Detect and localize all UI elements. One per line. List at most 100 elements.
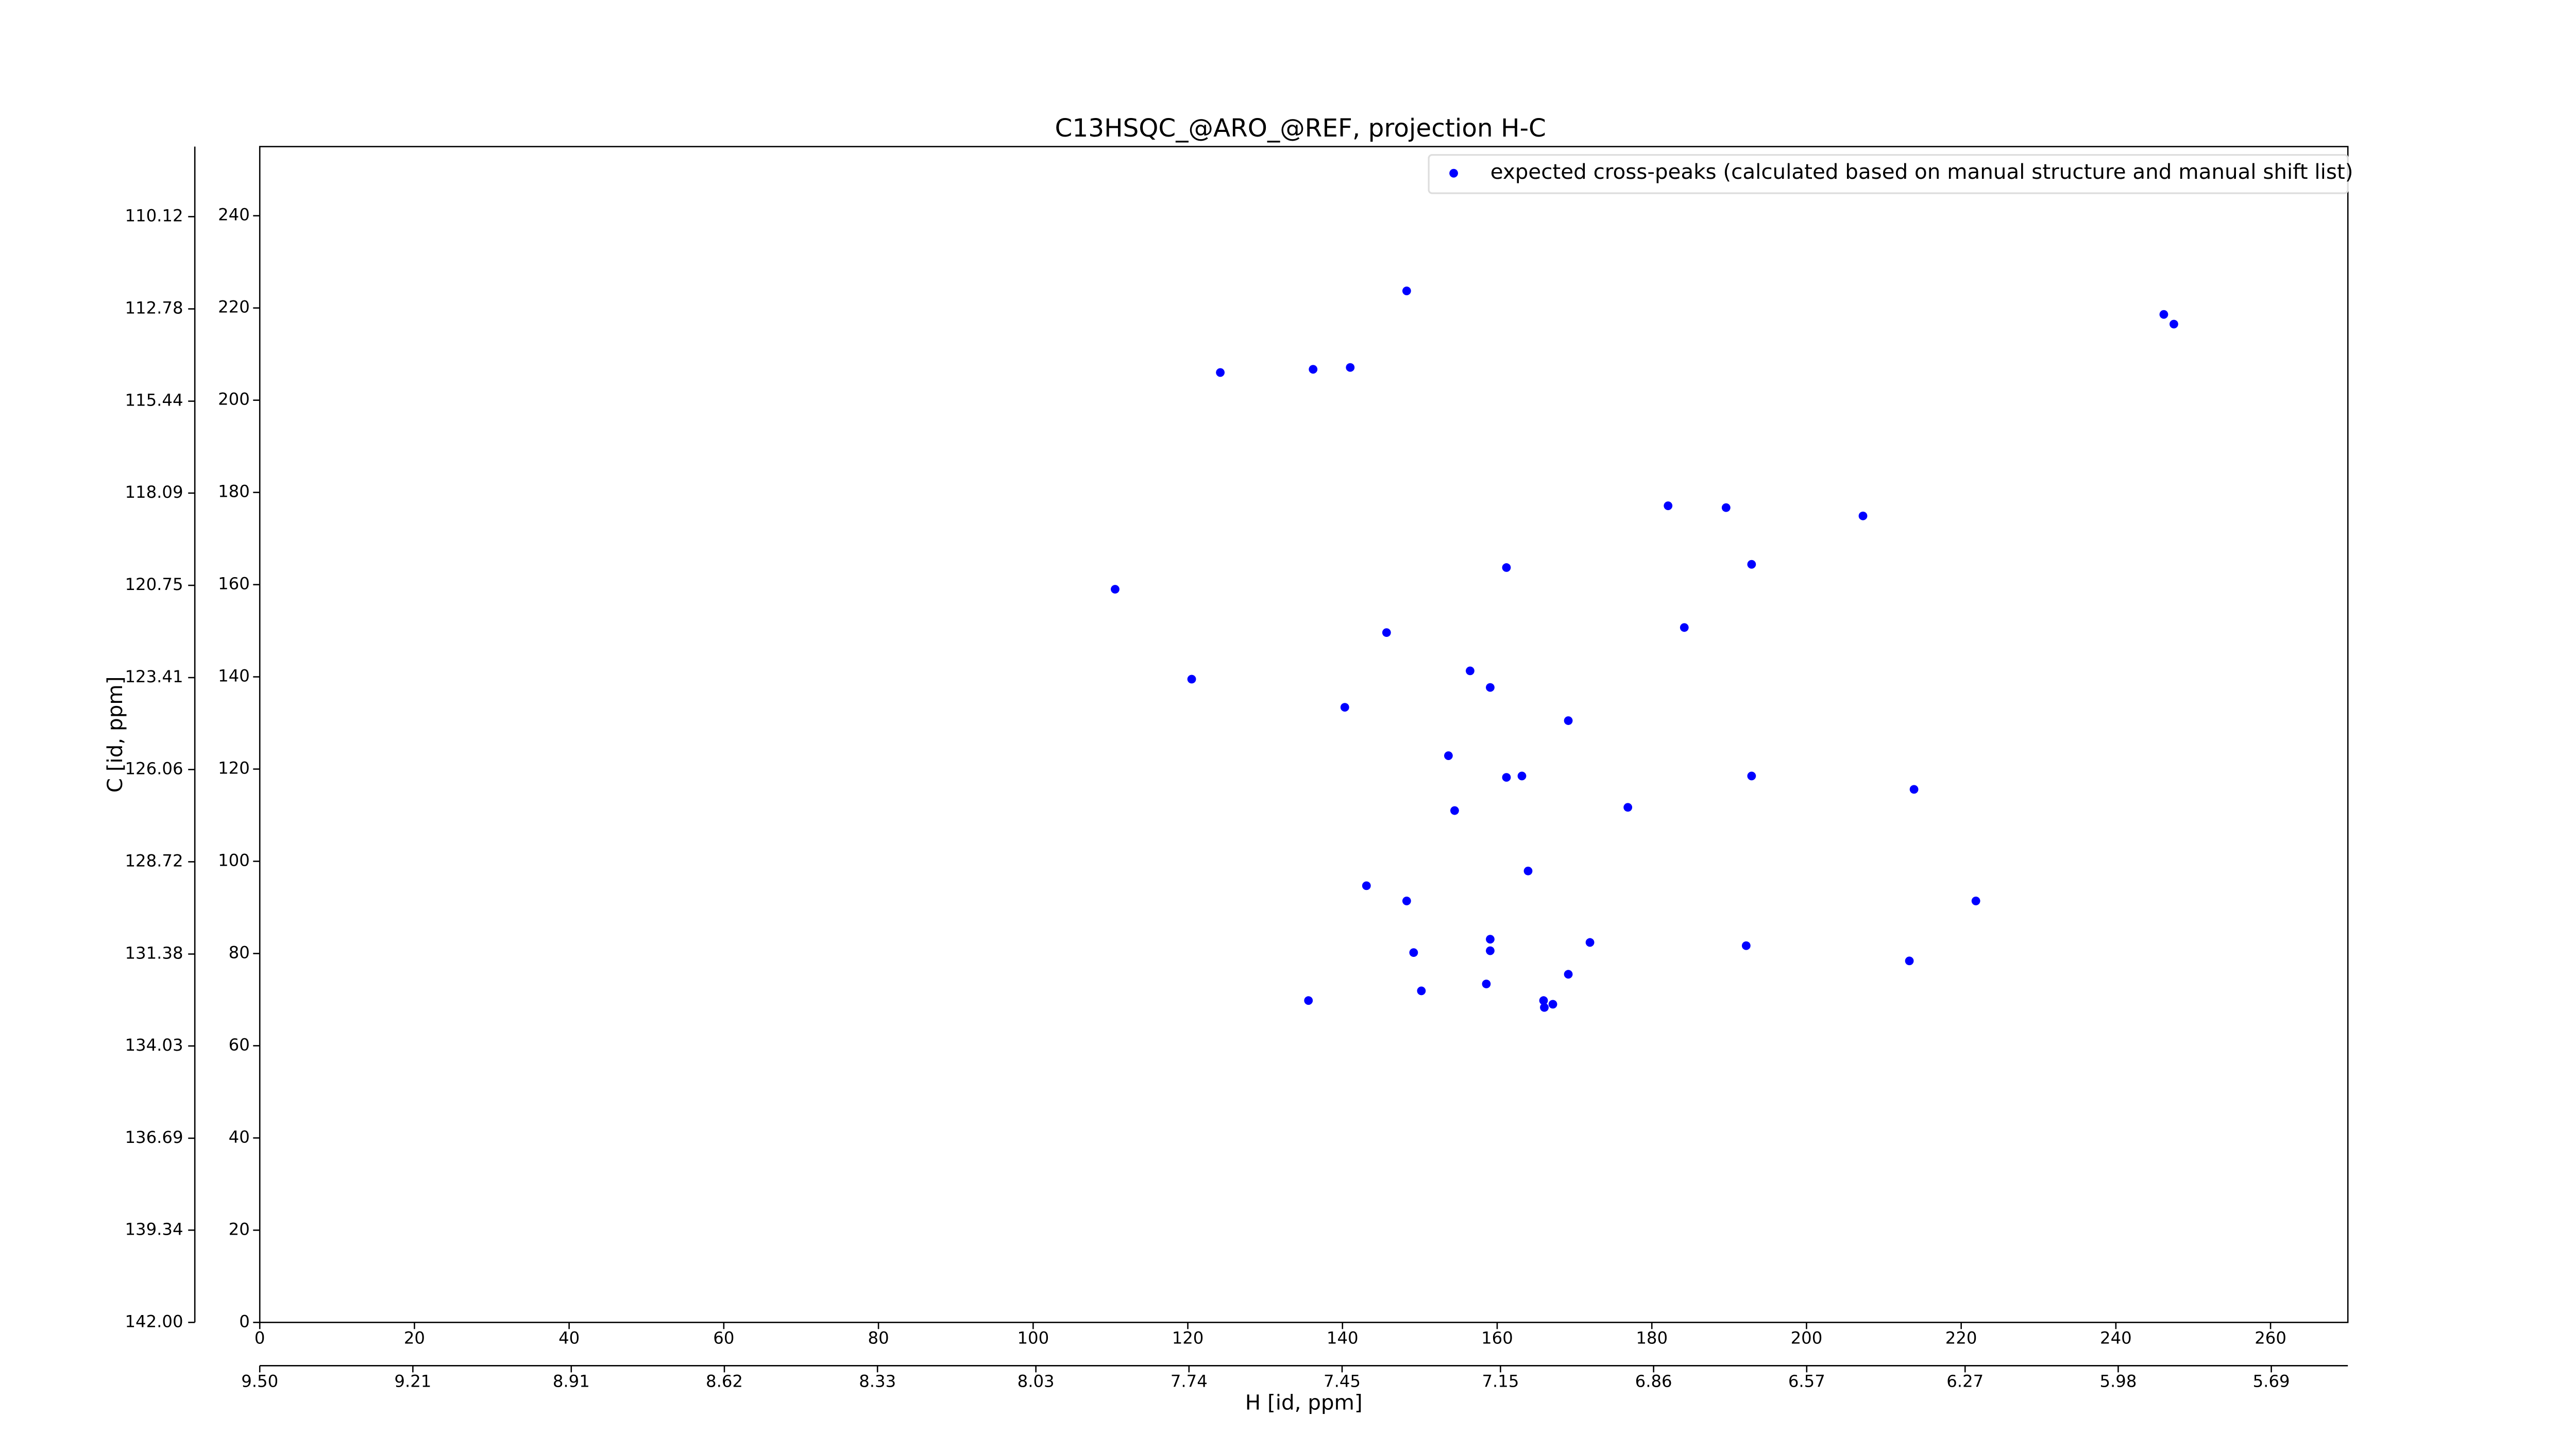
cross-peak bbox=[1564, 716, 1573, 725]
y2-tick-label: 136.69 bbox=[125, 1127, 183, 1147]
x-tick-label: 200 bbox=[1791, 1328, 1823, 1348]
cross-peak bbox=[1971, 897, 1980, 905]
y-tick-label: 120 bbox=[218, 759, 250, 778]
x-tick-label: 80 bbox=[868, 1328, 889, 1348]
cross-peak bbox=[1444, 751, 1453, 760]
cross-peak bbox=[1216, 368, 1225, 377]
legend-label: expected cross-peaks (calculated based o… bbox=[1490, 159, 2353, 184]
legend-marker bbox=[1449, 169, 1458, 178]
x-tick-label: 60 bbox=[713, 1328, 734, 1348]
x-tick-label: 220 bbox=[1945, 1328, 1977, 1348]
cross-peak bbox=[1482, 980, 1491, 988]
x2-tick-label: 8.03 bbox=[1018, 1372, 1055, 1391]
cross-peak bbox=[1905, 956, 1914, 966]
cross-peak bbox=[1486, 946, 1495, 955]
y2-tick-label: 128.72 bbox=[125, 851, 183, 870]
y-tick-label: 220 bbox=[218, 297, 250, 317]
cross-peak bbox=[1747, 560, 1756, 569]
x-tick-label: 40 bbox=[558, 1328, 580, 1348]
cross-peak bbox=[1486, 683, 1495, 692]
cross-peak bbox=[1417, 986, 1426, 996]
y2-tick-label: 142.00 bbox=[125, 1311, 183, 1331]
y2-tick-label: 126.06 bbox=[125, 759, 183, 778]
x-tick-label: 260 bbox=[2255, 1328, 2286, 1348]
cross-peak bbox=[1548, 1000, 1557, 1009]
x-tick-label: 140 bbox=[1327, 1328, 1359, 1348]
x2-tick-label: 9.21 bbox=[394, 1372, 431, 1391]
x2-tick-label: 5.69 bbox=[2253, 1372, 2290, 1391]
x2-tick-label: 7.74 bbox=[1171, 1372, 1208, 1391]
cross-peak bbox=[1741, 941, 1751, 950]
y-tick-label: 100 bbox=[218, 850, 250, 870]
x-tick-label: 100 bbox=[1017, 1328, 1049, 1348]
cross-peak bbox=[2170, 319, 2178, 329]
cross-peak bbox=[1409, 948, 1418, 957]
y2-tick-label: 120.75 bbox=[125, 575, 183, 594]
cross-peak bbox=[1346, 363, 1355, 372]
cross-peak bbox=[1858, 511, 1868, 520]
y2-tick-label: 118.09 bbox=[125, 482, 183, 502]
cross-peak bbox=[1382, 628, 1391, 637]
y2-tick-label: 123.41 bbox=[125, 667, 183, 686]
cross-peak bbox=[1466, 666, 1475, 676]
x-tick-label: 0 bbox=[255, 1328, 265, 1348]
x2-tick-label: 6.27 bbox=[1946, 1372, 1984, 1391]
x2-tick-label: 8.91 bbox=[553, 1372, 590, 1391]
y-tick-label: 60 bbox=[229, 1035, 250, 1054]
legend-box bbox=[1428, 154, 2349, 194]
y2-tick-label: 112.78 bbox=[125, 298, 183, 317]
cross-peak bbox=[1362, 881, 1371, 890]
y2-tick-label: 110.12 bbox=[125, 206, 183, 225]
cross-peak bbox=[1502, 773, 1511, 782]
y-tick-label: 180 bbox=[218, 482, 250, 501]
cross-peak bbox=[1517, 771, 1527, 781]
cross-peak bbox=[1540, 1003, 1549, 1012]
x-tick-label: 120 bbox=[1172, 1328, 1204, 1348]
y-tick-label: 40 bbox=[229, 1127, 250, 1147]
y-axis-label: C [id, ppm] bbox=[103, 677, 127, 793]
cross-peak bbox=[1721, 503, 1731, 512]
x-tick-label: 160 bbox=[1481, 1328, 1513, 1348]
x-tick-label: 20 bbox=[404, 1328, 425, 1348]
cross-peak bbox=[1909, 785, 1919, 794]
plot-frame bbox=[259, 146, 2349, 1323]
cross-peak bbox=[1539, 996, 1548, 1005]
x-tick-label: 180 bbox=[1636, 1328, 1668, 1348]
cross-peak bbox=[1680, 623, 1689, 632]
x-tick-label: 240 bbox=[2100, 1328, 2132, 1348]
y2-tick-label: 139.34 bbox=[125, 1219, 183, 1239]
cross-peak bbox=[1340, 703, 1349, 712]
cross-peak bbox=[2159, 310, 2168, 319]
cross-peak bbox=[1402, 897, 1411, 905]
y-tick-label: 240 bbox=[218, 205, 250, 225]
x2-tick-label: 7.45 bbox=[1324, 1372, 1361, 1391]
x2-tick-label: 8.33 bbox=[859, 1372, 896, 1391]
y-tick-label: 200 bbox=[218, 390, 250, 409]
cross-peak bbox=[1111, 585, 1120, 594]
y-tick-label: 160 bbox=[218, 574, 250, 594]
cross-peak bbox=[1664, 501, 1673, 510]
y2-tick-label: 131.38 bbox=[125, 943, 183, 963]
x2-tick-label: 6.57 bbox=[1788, 1372, 1825, 1391]
x2-tick-label: 9.50 bbox=[241, 1372, 278, 1391]
cross-peak bbox=[1502, 563, 1511, 572]
y-tick-label: 0 bbox=[239, 1311, 250, 1331]
chart-title: C13HSQC_@ARO_@REF, projection H-C bbox=[1055, 114, 1546, 143]
cross-peak bbox=[1747, 771, 1756, 781]
cross-peak bbox=[1187, 675, 1196, 684]
y-tick-label: 20 bbox=[229, 1219, 250, 1239]
y2-tick-label: 115.44 bbox=[125, 391, 183, 410]
x2-tick-label: 7.15 bbox=[1482, 1372, 1519, 1391]
y-tick-label: 140 bbox=[218, 666, 250, 686]
cross-peak bbox=[1585, 938, 1595, 947]
cross-peak bbox=[1523, 866, 1533, 875]
y2-tick-label: 134.03 bbox=[125, 1035, 183, 1055]
x2-tick-label: 8.62 bbox=[706, 1372, 743, 1391]
x2-tick-label: 6.86 bbox=[1635, 1372, 1672, 1391]
y-tick-label: 80 bbox=[229, 942, 250, 962]
cross-peak bbox=[1402, 287, 1411, 295]
cross-peak bbox=[1623, 803, 1633, 812]
